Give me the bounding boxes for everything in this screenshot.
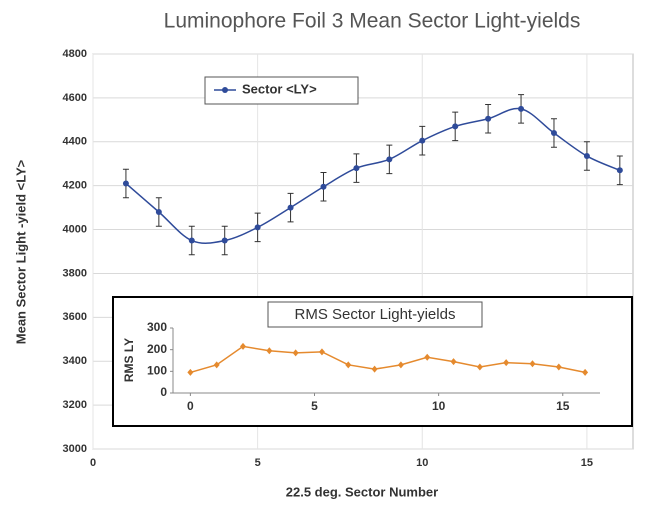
- series-line: [190, 345, 586, 374]
- inset-y-label: RMS LY: [122, 338, 136, 382]
- y-tick-label: 300: [147, 320, 167, 334]
- x-tick-label: 10: [432, 399, 446, 413]
- data-point: [345, 361, 352, 369]
- data-point: [254, 224, 261, 231]
- data-point: [419, 137, 426, 144]
- data-point: [213, 361, 220, 369]
- x-tick-label: 0: [187, 399, 194, 413]
- data-point: [292, 349, 299, 357]
- x-tick-label: 15: [556, 399, 570, 413]
- x-tick-label: 0: [90, 457, 96, 469]
- data-point: [155, 209, 162, 215]
- y-tick-label: 100: [147, 364, 167, 378]
- y-tick-label: 4800: [63, 48, 87, 60]
- data-point: [485, 115, 492, 122]
- series-line: [125, 107, 621, 244]
- data-point: [320, 183, 327, 190]
- data-point: [397, 361, 404, 369]
- x-tick-label: 5: [255, 457, 261, 469]
- data-point: [616, 167, 623, 174]
- chart-title: Luminophore Foil 3 Mean Sector Light-yie…: [164, 10, 581, 33]
- y-tick-label: 3000: [63, 443, 87, 455]
- data-point: [450, 358, 457, 366]
- x-tick-label: 5: [311, 399, 318, 413]
- data-point: [386, 156, 393, 163]
- inset-title: RMS Sector Light-yields: [295, 306, 456, 323]
- y-tick-label: 4200: [63, 180, 87, 192]
- data-point: [518, 105, 525, 112]
- data-point: [503, 359, 510, 367]
- data-point: [476, 363, 483, 371]
- data-point: [122, 180, 129, 187]
- data-point: [582, 368, 589, 376]
- data-point: [550, 130, 557, 136]
- legend-marker: [222, 87, 228, 93]
- y-tick-label: 3200: [63, 399, 87, 411]
- y-tick-label: 3600: [63, 311, 87, 323]
- data-point: [353, 165, 360, 172]
- data-point: [240, 342, 247, 350]
- y-tick-label: 0: [160, 385, 167, 399]
- y-tick-label: 200: [147, 342, 167, 356]
- y-tick-label: 4600: [63, 92, 87, 104]
- data-point: [188, 237, 195, 244]
- data-point: [221, 237, 228, 244]
- data-point: [583, 153, 590, 160]
- data-point: [266, 347, 273, 355]
- x-axis-label: 22.5 deg. Sector Number: [286, 484, 438, 499]
- data-point: [287, 204, 294, 211]
- y-axis-label: Mean Sector Light -yield <LY>: [13, 159, 28, 344]
- data-point: [555, 363, 562, 371]
- y-tick-label: 3400: [63, 355, 87, 367]
- legend-label: Sector <LY>: [242, 81, 317, 96]
- data-point: [371, 365, 378, 373]
- inset-title-box: [267, 301, 483, 328]
- x-tick-label: 15: [581, 457, 593, 469]
- data-point: [187, 368, 194, 376]
- x-tick-label: 10: [416, 457, 428, 469]
- data-point: [318, 348, 325, 356]
- data-point: [452, 123, 459, 130]
- data-point: [424, 353, 431, 361]
- y-tick-label: 3800: [63, 267, 87, 279]
- y-tick-label: 4000: [63, 223, 87, 235]
- data-point: [529, 360, 536, 368]
- y-tick-label: 4400: [63, 136, 87, 148]
